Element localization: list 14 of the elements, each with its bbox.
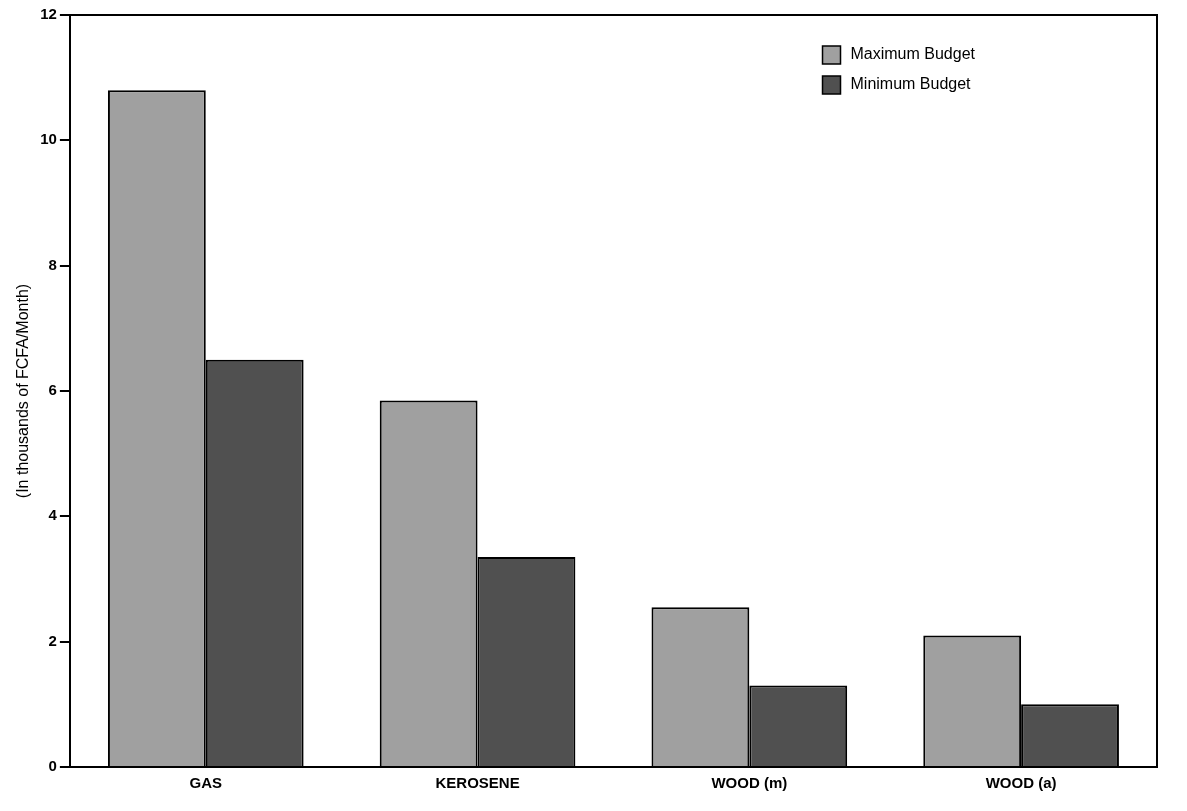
y-tick-label: 12 — [40, 5, 57, 23]
y-tick-label: 4 — [48, 506, 58, 524]
legend-label: Minimum Budget — [850, 75, 972, 93]
y-tick-label: 2 — [48, 631, 57, 649]
y-tick-label: 0 — [48, 757, 57, 775]
y-tick-label: 6 — [48, 381, 57, 399]
x-tick-label: WOOD (m) — [711, 774, 788, 792]
legend-label: Maximum Budget — [850, 45, 976, 63]
x-tick-label: KEROSENE — [435, 774, 520, 792]
x-tick-label: GAS — [189, 774, 223, 792]
y-axis-title: (In thousands of FCFA/Month) — [14, 283, 32, 499]
x-tick-label: WOOD (a) — [985, 774, 1057, 792]
y-tick-label: 10 — [40, 130, 57, 148]
y-tick-label: 8 — [48, 255, 57, 273]
